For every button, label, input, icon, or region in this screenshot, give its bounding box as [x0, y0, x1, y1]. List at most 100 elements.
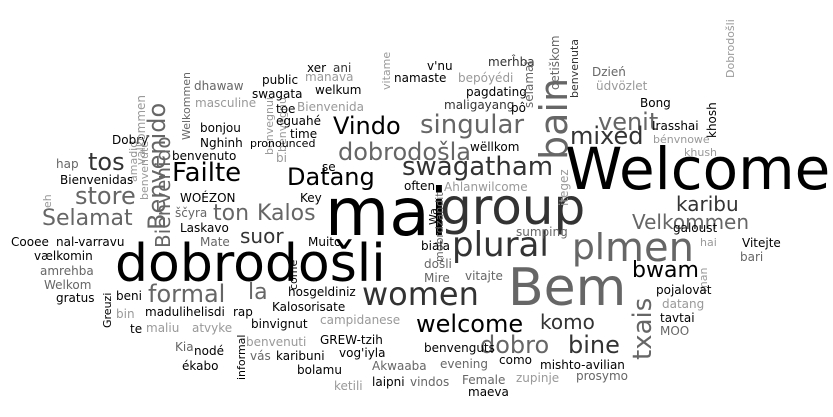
word: Selamat	[42, 206, 133, 231]
word: store	[75, 182, 136, 210]
word: oetiškom	[548, 35, 562, 90]
word: vitame	[380, 51, 393, 90]
word: selamat	[522, 59, 536, 108]
word: Welkommen	[180, 72, 193, 140]
word: pojalovat	[656, 283, 712, 297]
word: namaste	[394, 71, 447, 85]
word: hap	[56, 157, 79, 171]
word: ton	[213, 201, 250, 226]
word: venit	[598, 108, 659, 136]
word: vælkomin	[34, 249, 93, 263]
word: Nghinh	[200, 136, 243, 150]
word: Laskavo	[180, 221, 229, 235]
word: komo	[540, 310, 595, 334]
word: te	[130, 322, 143, 336]
word: nal-varravu	[56, 235, 125, 249]
word: hai	[700, 236, 717, 249]
word: campidanese	[320, 313, 401, 327]
word: Bong	[640, 96, 671, 110]
word: Mate	[200, 235, 230, 249]
word: dobrodošli	[115, 234, 386, 294]
word: datang	[662, 297, 705, 311]
word: Mire	[424, 271, 450, 285]
word: wëllkom	[470, 140, 520, 154]
word: pronounced	[250, 137, 316, 150]
word: Muito	[308, 235, 342, 249]
word: bepóyédi	[458, 71, 514, 85]
word: hosgeldiniz	[288, 285, 356, 299]
word: Bem	[508, 258, 627, 318]
word: biala	[421, 239, 450, 253]
word: Dobrodošli	[724, 19, 737, 78]
word: tos	[88, 148, 125, 176]
word: masculine	[195, 96, 257, 110]
word: eguahé	[276, 114, 321, 128]
word: došli	[424, 257, 452, 271]
word: Bienvenida	[297, 100, 364, 114]
word: vindos	[410, 375, 450, 389]
word: mai	[325, 174, 449, 251]
word: beni	[116, 289, 142, 303]
word: rap	[233, 305, 253, 319]
word: laipni	[372, 375, 405, 389]
word: Velkommen	[632, 210, 750, 234]
word: vog'iyla	[339, 346, 386, 360]
word: Welcome	[565, 135, 831, 203]
word: bine	[568, 331, 620, 359]
word: se	[322, 160, 336, 174]
word: sumping	[516, 225, 568, 239]
word: benvenuti	[246, 335, 307, 349]
word: galoust	[673, 221, 718, 235]
word: Vindo	[333, 112, 401, 140]
word: üdvözlet	[596, 79, 648, 93]
word: bin	[116, 307, 135, 321]
word: Greuzi	[101, 292, 114, 328]
word: WOÉZON	[180, 191, 236, 205]
word: singular	[420, 110, 525, 140]
word: Irasshai	[652, 119, 699, 133]
word: maeva	[468, 385, 509, 399]
word: eh	[41, 194, 54, 208]
word: tavtai	[660, 311, 695, 325]
word: benvenuto	[172, 149, 237, 163]
word: karibu	[676, 192, 739, 216]
word: bonjou	[200, 121, 241, 135]
word: GREW-tzih	[320, 333, 383, 347]
word: Kia	[175, 340, 194, 354]
word: zupinje	[516, 371, 560, 385]
word: nodé	[194, 344, 224, 358]
word: public	[262, 73, 299, 87]
word: dhawaw	[194, 79, 244, 93]
word: amrehba	[40, 264, 94, 278]
word: la	[248, 280, 268, 305]
word: bolamu	[297, 363, 342, 377]
word: Female	[462, 373, 506, 387]
word: dobro	[480, 331, 550, 359]
word: gratus	[56, 291, 95, 305]
word: Dobry	[112, 133, 149, 147]
word: formal	[148, 280, 226, 308]
word: benvenuta	[568, 39, 581, 98]
word: bi	[276, 151, 287, 165]
word: txais	[628, 297, 658, 360]
word: itegez	[557, 169, 571, 206]
word: Bienvenido	[151, 136, 175, 248]
word: mixed	[570, 122, 644, 150]
word: evening	[440, 357, 489, 371]
word: pl	[572, 227, 605, 268]
word: välkommen	[134, 94, 148, 165]
word: ščyra	[175, 206, 208, 220]
word: pagdating	[466, 85, 527, 99]
word: merĥba	[488, 55, 535, 69]
word: Key	[300, 191, 322, 205]
word: Kalosorisate	[272, 300, 346, 314]
word: welkum	[315, 83, 362, 97]
word: xer	[307, 61, 327, 75]
word: Vitejte	[742, 236, 781, 250]
word: como	[499, 353, 532, 367]
word: pô	[511, 101, 526, 115]
word: maliu	[146, 321, 180, 335]
word: Kalos	[257, 201, 316, 226]
word: karibuni	[276, 349, 325, 363]
word: swagatham	[402, 152, 554, 182]
